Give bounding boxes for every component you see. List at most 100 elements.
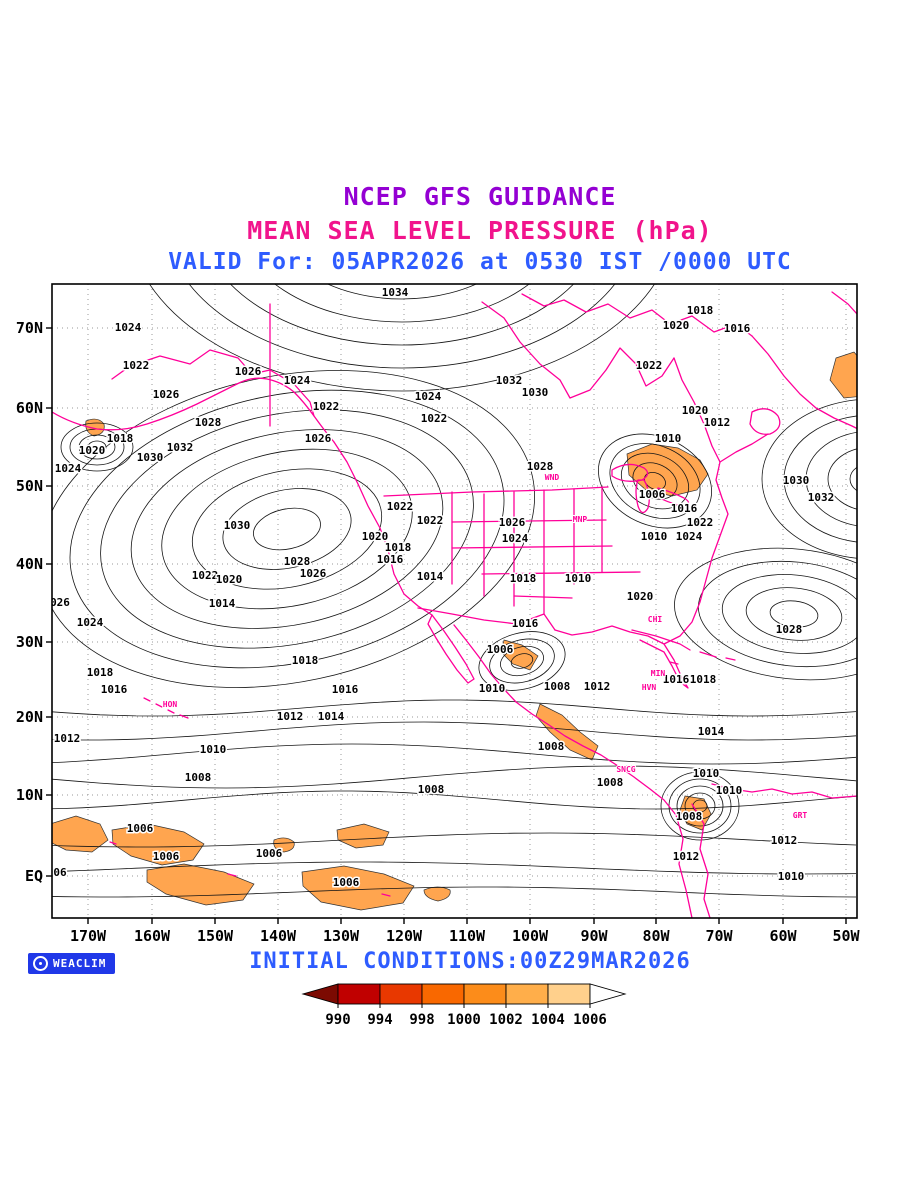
contour-label: 1006 (127, 822, 154, 835)
contour-label: 1024 (415, 390, 442, 403)
contour-ring (745, 587, 843, 641)
contour-label: 1024 (115, 321, 142, 334)
coastline (655, 487, 690, 507)
coastline (381, 893, 391, 897)
coastline (751, 335, 857, 430)
zonal-isobar (52, 861, 857, 875)
contour-label: 1030 (137, 451, 164, 464)
contour-label: 1016 (101, 683, 128, 696)
valid-time-title: VALID For: 05APR2026 at 0530 IST /0000 U… (168, 249, 792, 275)
contour-label: 1024 (55, 462, 82, 475)
contour-ring (697, 560, 857, 668)
contour-label: 06 (53, 866, 67, 879)
contour-label: 1018 (510, 572, 537, 585)
contour-ring (674, 547, 857, 681)
contour-label: 1006 (639, 488, 666, 501)
warm-area (336, 823, 390, 849)
contour-ring (489, 638, 555, 684)
colorbar-right-arrow (589, 983, 627, 1005)
contour-label: 1026 (305, 432, 332, 445)
city-label: MNP (573, 515, 588, 524)
lat-tick-label: EQ (25, 867, 43, 885)
colorbar: 990 994 998 1000 1002 1004 1006 (301, 983, 627, 1028)
contour-label: 1010 (479, 682, 506, 695)
contour-ring (78, 434, 116, 460)
contour-label: 1016 (512, 617, 539, 630)
contour-label: 1030 (783, 474, 810, 487)
lat-tick-label: 60N (16, 399, 43, 417)
zonal-isobar (52, 699, 857, 717)
map-frame (51, 283, 858, 919)
lat-tick-label: 50N (16, 477, 43, 495)
contour-label: 1008 (185, 771, 212, 784)
warm-area (829, 351, 857, 399)
warm-area (273, 837, 295, 853)
colorbar-label: 1002 (489, 1012, 523, 1028)
contour-ring (69, 389, 505, 669)
coastline (719, 433, 769, 463)
coastline (831, 291, 857, 315)
contour-label: 1012 (584, 680, 611, 693)
contour-ring (222, 488, 352, 570)
lon-tick-label: 80W (642, 927, 670, 945)
lat-tick-label: 70N (16, 319, 43, 337)
colorbar-label: 1006 (573, 1012, 607, 1028)
colorbar-segment (547, 983, 591, 1005)
contour-label: 1024 (284, 374, 311, 387)
coastline (52, 377, 335, 443)
contour-label: 1028 (284, 555, 311, 568)
contour-label: 1028 (195, 416, 222, 429)
contour-ring (326, 284, 478, 300)
contour-label: 1022 (421, 412, 448, 425)
contour-ring (253, 507, 321, 551)
colorbar-segment (505, 983, 549, 1005)
contour-label: 1026 (499, 516, 526, 529)
lon-tick-label: 100W (512, 927, 549, 945)
contour-ring (188, 284, 616, 369)
contour-label: 1010 (641, 530, 668, 543)
zonal-isobar (52, 790, 857, 810)
contour-label: 1034 (382, 286, 409, 299)
contour-label: 1022 (192, 569, 219, 582)
lon-tick-label: 150W (197, 927, 234, 945)
contour-label: 1018 (107, 432, 134, 445)
contour-ring (191, 468, 383, 590)
city-label: HON (163, 700, 178, 709)
city-label: MIN (651, 669, 666, 678)
warm-area (146, 863, 255, 906)
contour-label: 1008 (538, 740, 565, 753)
colorbar-segment (421, 983, 465, 1005)
pressure-map: 1034 1018 1020 1016 1024 1022 1026 1024 1022 1032… (16, 283, 861, 945)
colorbar-label: 1000 (447, 1012, 481, 1028)
contour-ring (621, 452, 689, 510)
contour-label: 1032 (167, 441, 194, 454)
colorbar-label: 998 (409, 1012, 434, 1028)
coastline (669, 661, 679, 665)
contour-ring (161, 448, 413, 610)
contour-label: 1026 (300, 567, 327, 580)
contour-label: 1016 (663, 673, 690, 686)
contour-ring (60, 422, 134, 472)
colorbar-label: 994 (367, 1012, 392, 1028)
contour-label: 1010 (778, 870, 805, 883)
lon-tick-label: 120W (386, 927, 423, 945)
contour-ring (52, 370, 535, 688)
contour-label: 1022 (687, 516, 714, 529)
contour-ring (229, 284, 575, 346)
coastline (481, 571, 641, 575)
contour-ring (684, 792, 716, 820)
contour-label: 1010 (200, 743, 227, 756)
contour-label: 1022 (417, 514, 444, 527)
field-title: MEAN SEA LEVEL PRESSURE (hPa) (247, 216, 713, 245)
coastline (521, 293, 753, 337)
contour-label: 1006 (333, 876, 360, 889)
weaclim-logo-icon (33, 956, 48, 971)
contour-label: 1020 (663, 319, 690, 332)
weaclim-badge-label: WEACLIM (53, 957, 107, 970)
contour-label: 1026 (153, 388, 180, 401)
contour-label: 1024 (77, 616, 104, 629)
contour-label: 1018 (385, 541, 412, 554)
contour-label: 1032 (808, 491, 835, 504)
contour-label: 1020 (627, 590, 654, 603)
